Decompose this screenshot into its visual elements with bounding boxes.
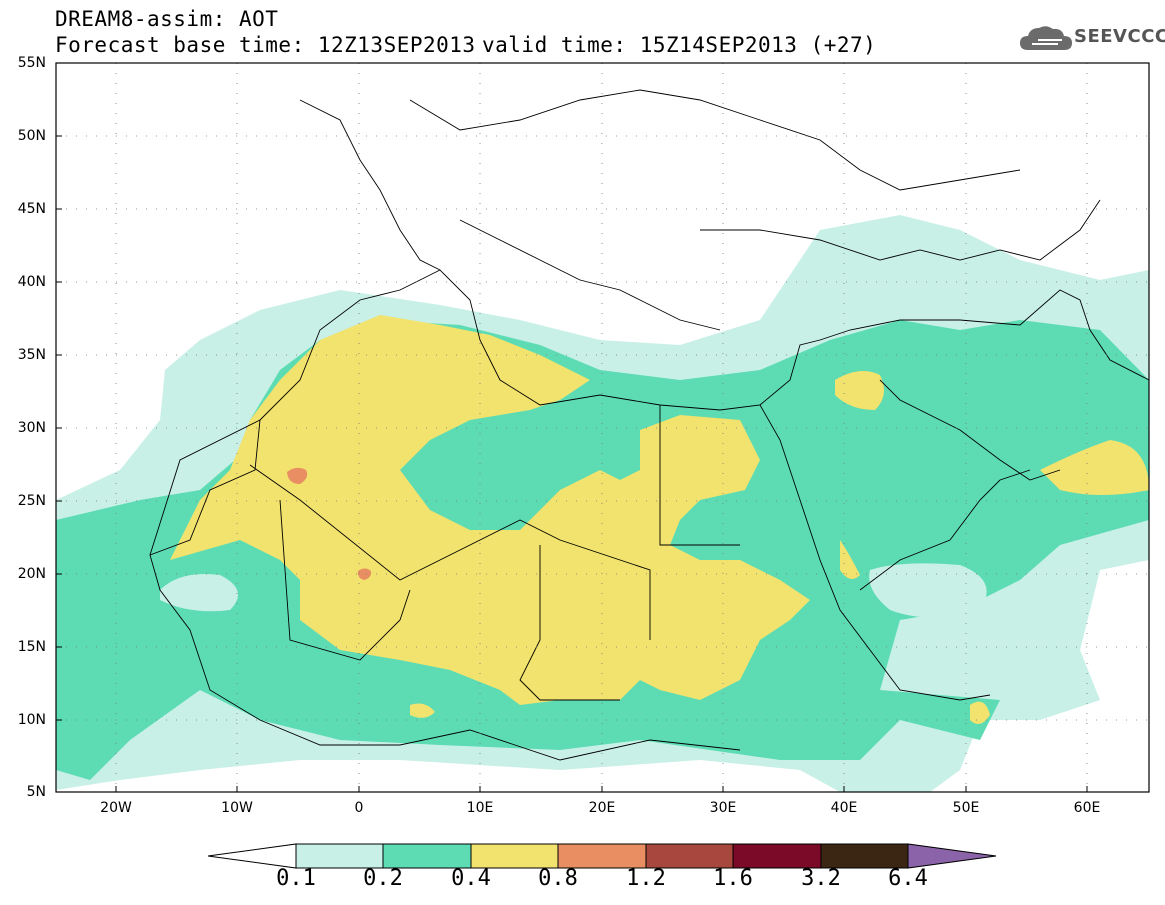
lat-label-55n: 55N xyxy=(17,55,46,71)
logo-text: SEEVCCC xyxy=(1074,26,1165,47)
aot-band-0-8 xyxy=(287,467,308,484)
map-grid xyxy=(56,63,1149,792)
lat-label-40n: 40N xyxy=(17,274,46,290)
aot-band-0-4 xyxy=(410,703,435,718)
colorbar-label-1-2: 1.2 xyxy=(626,866,666,891)
valid-time: valid time: 15Z14SEP2013 (+27) xyxy=(482,33,877,57)
coastlines-borders xyxy=(149,89,1149,761)
colorbar-label-1-6: 1.6 xyxy=(713,866,753,891)
colorbar-label-0-1: 0.1 xyxy=(276,866,316,891)
lat-label-45n: 45N xyxy=(17,201,46,217)
lon-label-50e: 50E xyxy=(952,800,980,816)
aot-band-0-8 xyxy=(357,568,372,580)
lat-label-20n: 20N xyxy=(17,566,46,582)
lon-label-20w: 20W xyxy=(100,800,132,816)
lat-label-15n: 15N xyxy=(17,639,46,655)
aot-band-0-1 xyxy=(869,563,987,618)
cloud-icon xyxy=(1020,26,1072,50)
lat-label-50n: 50N xyxy=(17,128,46,144)
aot-band-0-4 xyxy=(835,371,884,410)
lat-label-30n: 30N xyxy=(17,420,46,436)
forecast-base-time: Forecast base time: 12Z13SEP2013 xyxy=(55,33,476,57)
lon-label-20e: 20E xyxy=(588,800,616,816)
lon-label-30e: 30E xyxy=(709,800,737,816)
lon-label-0: 0 xyxy=(354,800,364,816)
lat-label-10n: 10N xyxy=(17,712,46,728)
colorbar-label-0-2: 0.2 xyxy=(363,866,403,891)
lon-label-10e: 10E xyxy=(466,800,494,816)
axis-ticks xyxy=(56,135,1088,792)
colorbar-label-6-4: 6.4 xyxy=(888,866,928,891)
lat-label-25n: 25N xyxy=(17,493,46,509)
aot-band-0-4 xyxy=(840,540,860,579)
lat-label-5n: 5N xyxy=(26,784,46,800)
colorbar-label-0-8: 0.8 xyxy=(538,866,578,891)
lat-label-35n: 35N xyxy=(17,347,46,363)
aot-shading xyxy=(56,63,1149,792)
aot-band-0-1 xyxy=(160,574,238,612)
lon-label-40e: 40E xyxy=(830,800,858,816)
colorbar-label-3-2: 3.2 xyxy=(801,866,841,891)
seevccc-logo: SEEVCCC xyxy=(1018,20,1165,56)
aot-band-0-4 xyxy=(970,701,990,724)
colorbar-label-0-4: 0.4 xyxy=(451,866,491,891)
aot-band-0-4 xyxy=(1040,440,1149,495)
map-title: DREAM8-assim: AOT xyxy=(55,7,279,31)
lon-label-10w: 10W xyxy=(221,800,253,816)
lon-label-60e: 60E xyxy=(1073,800,1101,816)
